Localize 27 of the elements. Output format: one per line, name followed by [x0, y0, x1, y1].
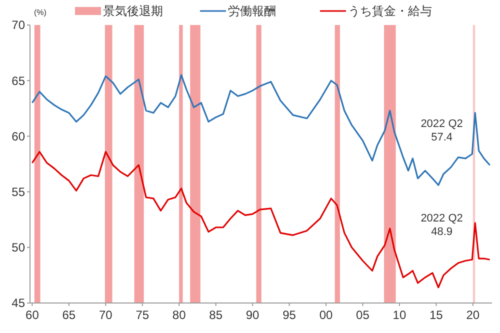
legend-label: 労働報酬 [228, 4, 276, 18]
y-tick-label: 60 [12, 129, 26, 144]
x-tick-label: 20 [466, 308, 480, 322]
x-tick-label: 90 [246, 308, 260, 322]
y-tick-label: 65 [12, 74, 26, 88]
line-series [31, 74, 491, 186]
y-tick-label: 50 [12, 240, 26, 255]
x-tick-label: 15 [430, 308, 444, 322]
legend-label: 景気後退期 [103, 4, 163, 18]
x-tick-label: 00 [319, 308, 333, 322]
x-tick-label: 80 [172, 308, 186, 322]
y-axis-title: (%) [34, 8, 47, 17]
x-tick-label: 10 [392, 308, 406, 322]
y-tick-label: 70 [12, 18, 26, 32]
y-tick-label: 45 [12, 296, 26, 310]
x-tick-label: 65 [62, 308, 76, 322]
x-tick-label: 75 [136, 308, 150, 322]
legend-label: うち賃金・給与 [348, 4, 432, 18]
line-series [31, 150, 491, 288]
annotation: 2022 Q2 57.4 [420, 118, 463, 144]
y-tick-label: 55 [12, 185, 26, 199]
x-tick-label: 05 [356, 308, 370, 322]
x-tick-label: 60 [26, 308, 40, 322]
annotation: 2022 Q2 48.9 [420, 212, 463, 238]
x-tick-label: 70 [98, 308, 113, 322]
x-tick-label: 85 [209, 308, 223, 322]
x-tick-label: 95 [282, 308, 296, 322]
